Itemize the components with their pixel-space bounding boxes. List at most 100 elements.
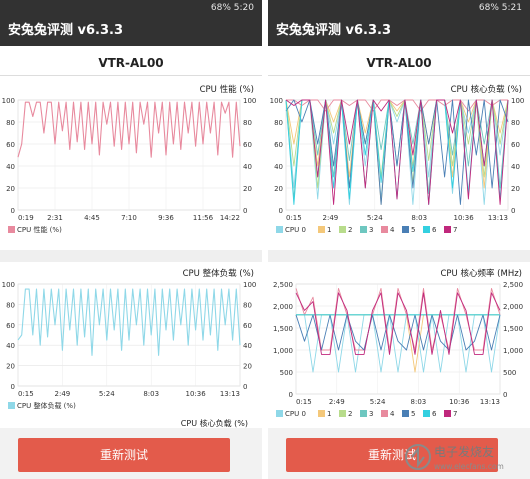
y-tick-label-left: 40 [6, 342, 15, 350]
left-phone-screen: 68% 5:20 安兔兔评测 v6.3.3 VTR-AL00 CPU 性能 (%… [0, 0, 262, 479]
legend-swatch [381, 226, 388, 233]
watermark-title: 电子发烧友 [434, 444, 494, 459]
y-tick-label-left: 500 [280, 369, 293, 377]
legend-label: 2 [348, 226, 352, 234]
x-tick-label: 8:03 [411, 398, 427, 406]
legend-swatch [402, 226, 409, 233]
screen-divider [262, 0, 268, 479]
y-tick-label-left: 0 [11, 207, 15, 215]
series-line-4 [286, 99, 508, 112]
legend-label: 3 [369, 410, 373, 418]
y-tick-label-left: 2,500 [273, 281, 293, 289]
x-tick-label: 10:36 [454, 214, 475, 222]
y-tick-label-left: 60 [6, 141, 15, 149]
cpu-core-load-chart: CPU 核心负载 (%) 100 100 80 80 60 60 40 40 20 20 0 0 0:15… [268, 78, 530, 250]
x-tick-label: 4:45 [84, 214, 100, 222]
y-tick-label-left: 100 [270, 97, 283, 105]
retest-button[interactable]: 重新测试 [18, 438, 230, 472]
legend-swatch [339, 410, 346, 417]
series-line-5 [295, 314, 501, 351]
y-tick-label-right: 0 [503, 391, 507, 399]
x-tick-label: 11:56 [193, 214, 214, 222]
y-tick-label-right: 60 [243, 322, 252, 330]
logo-bolt-icon [411, 446, 425, 468]
x-tick-label: 9:36 [158, 214, 174, 222]
y-tick-label-right: 80 [243, 301, 252, 309]
y-tick-label-right: 0 [243, 383, 247, 391]
x-tick-label: 13:13 [220, 390, 240, 398]
series-line-7 [295, 292, 501, 355]
x-tick-label: 8:03 [143, 390, 159, 398]
x-tick-label: 0:15 [18, 390, 34, 398]
x-tick-label: 0:15 [286, 214, 302, 222]
chart-title: CPU 整体负载 (%) [183, 268, 254, 279]
legend-label: 7 [453, 226, 457, 234]
x-tick-label: 0:19 [18, 214, 34, 222]
y-tick-label-right: 1,000 [503, 347, 523, 355]
right-phone-screen: 68% 5:21 安兔兔评测 v6.3.3 VTR-AL00 CPU 核心负载 … [268, 0, 530, 479]
legend-label: 5 [411, 410, 415, 418]
legend-label: 1 [327, 226, 331, 234]
x-tick-label: 10:36 [186, 390, 207, 398]
x-tick-label: 5:24 [99, 390, 115, 398]
divider [0, 75, 262, 76]
legend-swatch [318, 226, 325, 233]
legend-label: CPU 0 [285, 410, 306, 418]
legend-label: 4 [390, 410, 395, 418]
app-title-bar: 安兔兔评测 v6.3.3 [268, 16, 530, 46]
legend-swatch [444, 226, 451, 233]
status-text: 68% 5:21 [478, 3, 522, 13]
section-gap [0, 250, 262, 262]
x-tick-label: 8:03 [411, 214, 427, 222]
y-tick-label-left: 80 [6, 301, 15, 309]
legend-swatch [402, 410, 409, 417]
y-tick-label-left: 60 [274, 141, 283, 149]
y-tick-label-right: 20 [243, 363, 252, 371]
y-tick-label-right: 0 [243, 207, 247, 215]
x-tick-label: 0:15 [296, 398, 312, 406]
legend-swatch [360, 410, 367, 417]
legend-swatch [339, 226, 346, 233]
y-tick-label-left: 1,000 [273, 347, 293, 355]
chart-title: CPU 性能 (%) [200, 84, 254, 95]
retest-button[interactable]: 重新测试 [286, 438, 498, 472]
status-bar: 68% 5:21 [268, 0, 530, 16]
y-tick-label-left: 40 [6, 163, 15, 171]
chart-title: CPU 核心负载 (%) [451, 84, 522, 95]
y-tick-label-right: 100 [243, 97, 256, 105]
y-tick-label-left: 100 [2, 97, 15, 105]
x-tick-label: 13:13 [488, 214, 508, 222]
device-name: VTR-AL00 [366, 56, 432, 70]
y-tick-label-right: 2,000 [503, 303, 523, 311]
y-tick-label-right: 500 [503, 369, 516, 377]
legend-swatch [318, 410, 325, 417]
legend-swatch [381, 410, 388, 417]
x-tick-label: 10:36 [449, 398, 470, 406]
x-tick-label: 2:49 [55, 390, 71, 398]
y-tick-label-right: 80 [511, 119, 520, 127]
divider [268, 75, 530, 76]
y-tick-label-right: 40 [511, 163, 520, 171]
x-tick-label: 2:31 [47, 214, 63, 222]
y-tick-label-left: 2,000 [273, 303, 293, 311]
cpu-performance-chart: CPU 性能 (%) 100 100 80 80 60 60 40 40 20 20 0 0 0:19 2:… [0, 78, 262, 250]
legend-swatch [8, 402, 15, 409]
legend-label: 6 [432, 410, 437, 418]
legend-label: 6 [432, 226, 437, 234]
y-tick-label-left: 20 [6, 363, 15, 371]
y-tick-label-right: 1,500 [503, 325, 523, 333]
status-bar: 68% 5:20 [0, 0, 262, 16]
y-tick-label-right: 20 [243, 185, 252, 193]
y-tick-label-right: 100 [243, 281, 256, 289]
legend-label: 3 [369, 226, 373, 234]
legend-label: CPU 整体负载 (%) [17, 401, 76, 410]
legend-label: 2 [348, 410, 352, 418]
cpu-core-frequency-chart-svg: CPU 核心频率 (MHz) 2,500 2,500 2,000 2,000 1,500 1… [273, 268, 523, 418]
watermark-url: www.elecfans.com [434, 462, 504, 471]
legend-swatch [276, 226, 283, 233]
x-tick-label: 2:49 [329, 398, 345, 406]
section-gap [268, 250, 530, 262]
